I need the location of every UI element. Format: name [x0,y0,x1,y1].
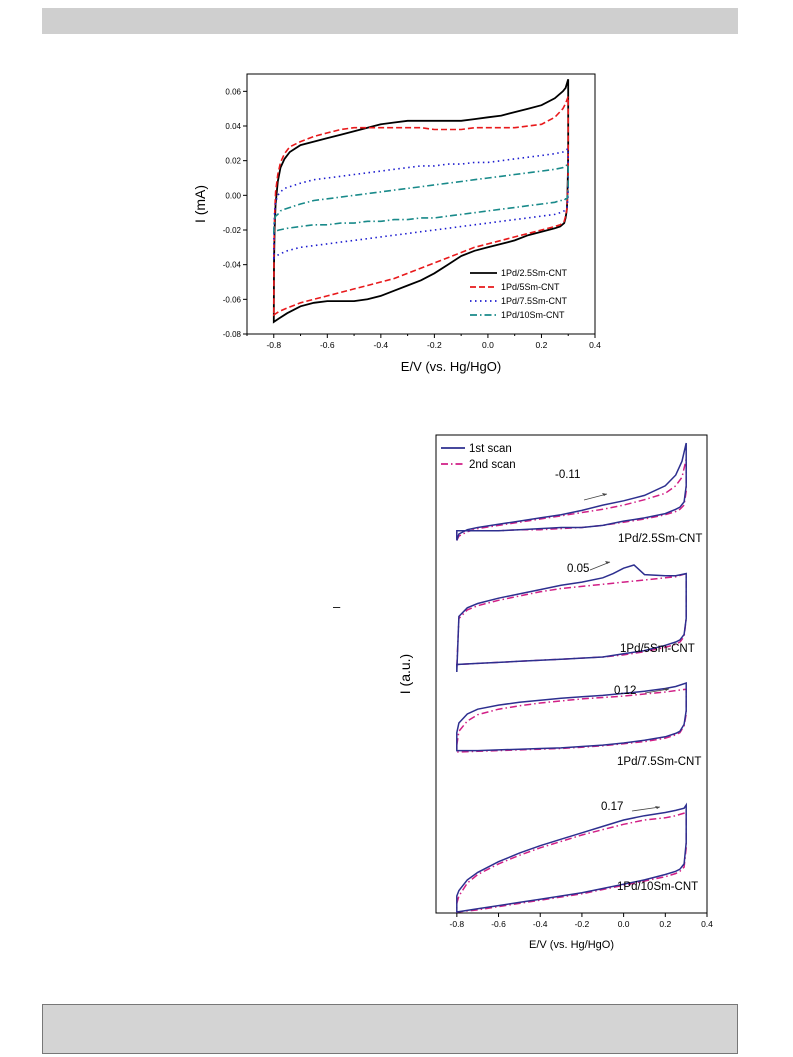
x-tick-label: -0.4 [374,340,389,350]
peak-arrowhead [664,688,669,691]
x-tick-label: 0.0 [482,340,494,350]
legend-label: 1Pd/10Sm-CNT [501,310,565,320]
scan1-line-panel-1 [456,564,687,673]
peak-arrow [583,493,608,501]
stray-dash-mark: – [333,599,341,614]
scan1-line-panel-0 [456,442,687,541]
legend-label: 2nd scan [469,459,516,471]
scan1-line-panel-3 [456,802,687,913]
plot-frame [246,73,596,335]
peak-arrow [631,806,661,812]
plot-frame [435,434,708,914]
y-tick-label: 0.04 [225,122,241,131]
x-tick-label: -0.4 [533,919,548,929]
x-tick-label: 0.4 [589,340,601,350]
x-tick-label: -0.2 [427,340,442,350]
x-tick-label: 0.4 [701,919,713,929]
page-header-bar [42,8,738,34]
y-axis-label: I (a.u.) [397,654,413,694]
scan1-line-panel-2 [456,681,687,752]
x-tick-label: 0.0 [618,919,630,929]
peak-annotation: -0.11 [555,469,580,481]
panel-label: 1Pd/7.5Sm-CNT [617,756,701,768]
scan2-line-panel-2 [456,688,687,753]
legend-label: 1Pd/2.5Sm-CNT [501,268,568,278]
scan2-line-panel-3 [456,811,687,913]
peak-annotation: 0.12 [614,685,636,697]
y-tick-label: -0.02 [223,226,242,235]
peak-annotation: 0.17 [601,801,623,813]
x-axis-label: E/V (vs. Hg/HgO) [529,939,614,951]
y-axis-label: I (mA) [192,185,208,223]
y-tick-label: -0.04 [223,261,242,270]
peak-arrowhead [605,561,610,564]
x-tick-label: -0.6 [491,919,506,929]
x-axis-label: E/V (vs. Hg/HgO) [401,359,501,374]
peak-arrow [644,688,670,694]
x-tick-label: -0.6 [320,340,335,350]
peak-arrowhead [655,806,660,809]
legend-label: 1Pd/7.5Sm-CNT [501,296,568,306]
series-line-1 [273,96,569,317]
peak-annotation: 0.05 [567,563,589,575]
page-footer-box [42,1004,738,1054]
x-tick-label: -0.8 [450,919,465,929]
y-tick-label: -0.06 [223,295,242,304]
panel-label: 1Pd/10Sm-CNT [617,881,698,893]
peak-arrowhead [602,493,607,496]
panel-label: 1Pd/5Sm-CNT [620,643,695,655]
legend-label: 1st scan [469,443,512,455]
y-tick-label: -0.08 [223,330,242,339]
series-line-2 [273,146,569,260]
x-tick-label: -0.2 [575,919,590,929]
x-tick-label: -0.8 [266,340,281,350]
y-tick-label: 0.00 [225,191,241,200]
y-tick-label: 0.02 [225,157,241,166]
legend-label: 1Pd/5Sm-CNT [501,282,560,292]
x-tick-label: 0.2 [659,919,671,929]
x-tick-label: 0.2 [536,340,548,350]
y-tick-label: 0.06 [225,87,241,96]
panel-label: 1Pd/2.5Sm-CNT [618,533,702,545]
series-line-3 [273,162,569,234]
